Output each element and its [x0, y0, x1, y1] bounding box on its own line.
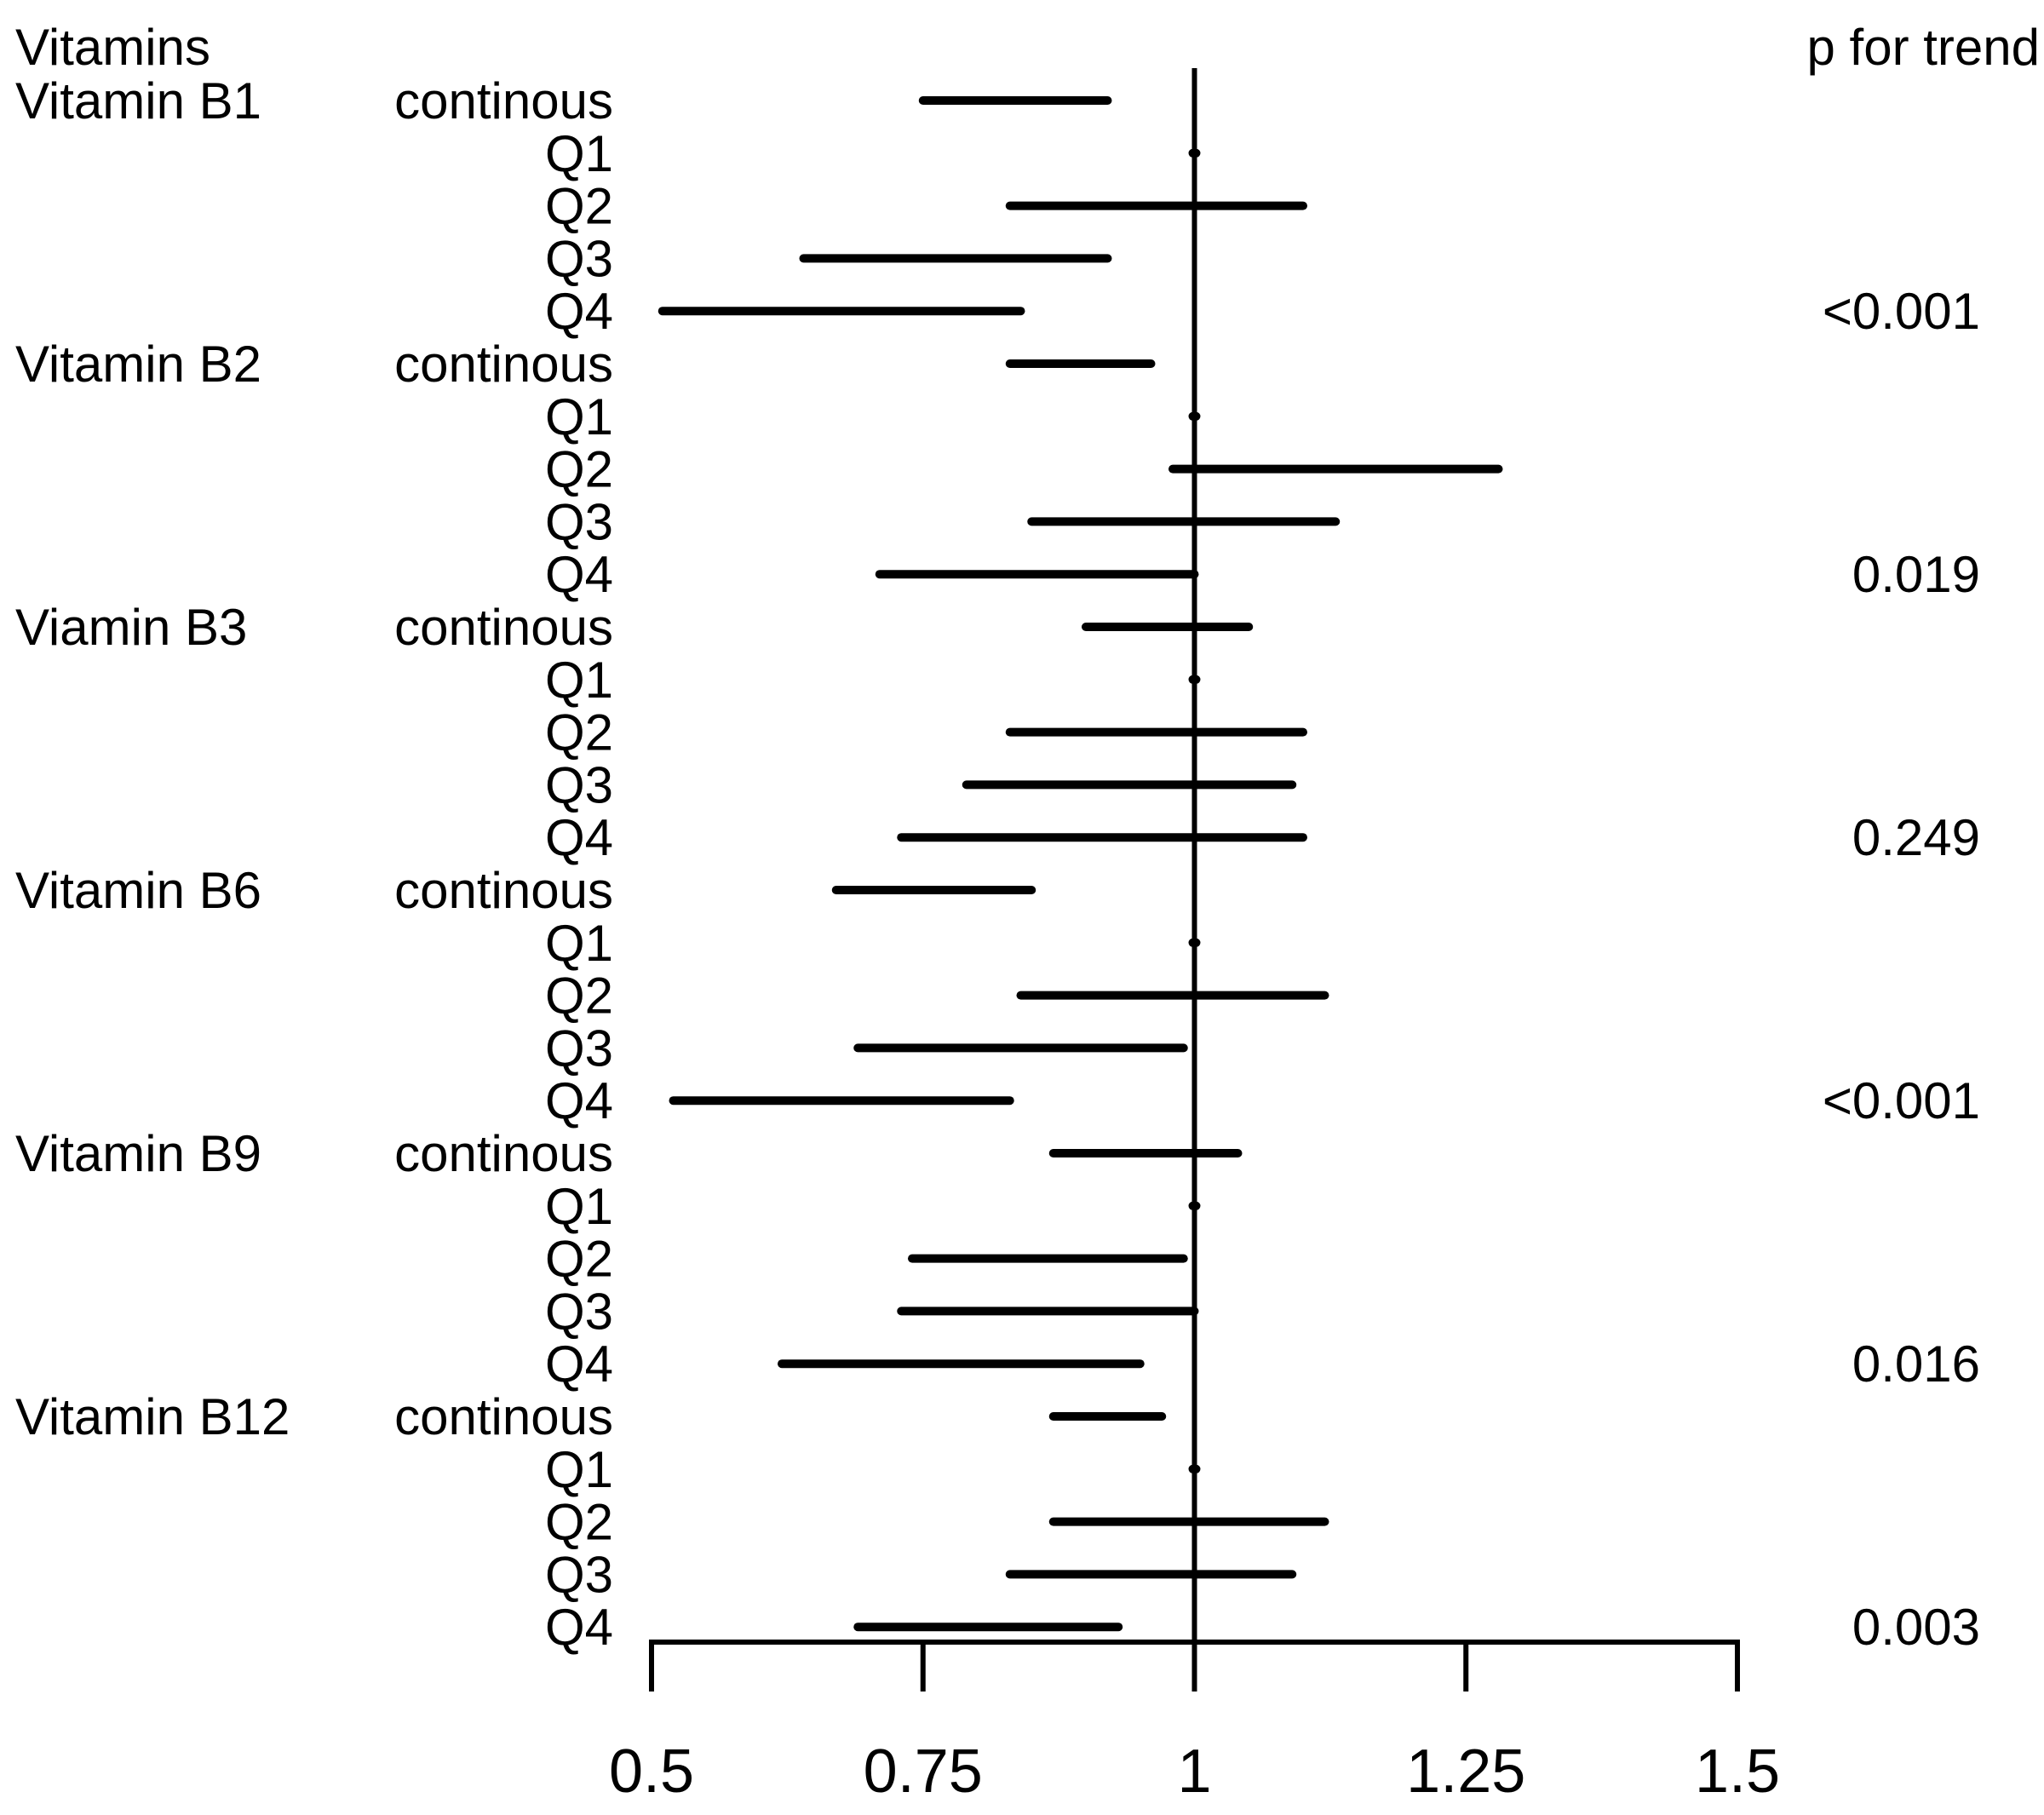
p-trend-value: 0.016 — [1852, 1335, 1980, 1393]
row-label: Q2 — [545, 178, 613, 235]
header-p-for-trend: p for trend — [1807, 19, 2041, 76]
x-axis: 0.5 0.75 1 1.25 1.5 — [609, 68, 1780, 1806]
row-label: Q1 — [545, 1178, 613, 1235]
row-label: Q2 — [545, 1231, 613, 1288]
row-label: Q1 — [545, 388, 613, 445]
p-trend-value: 0.249 — [1852, 809, 1980, 866]
row-label: continous — [394, 336, 613, 393]
p-trend-value: 0.019 — [1852, 546, 1980, 603]
row-label: continous — [394, 72, 613, 129]
header-vitamins: Vitamins — [15, 19, 210, 76]
row-label: Q2 — [545, 968, 613, 1025]
x-tick-label: 0.5 — [609, 1737, 694, 1806]
group-label: Vitamin B9 — [15, 1125, 261, 1182]
row-label: Q3 — [545, 493, 613, 550]
row-label: Q4 — [545, 1599, 613, 1656]
row-label: Q3 — [545, 1283, 613, 1340]
x-tick-label: 1.5 — [1695, 1737, 1780, 1806]
group-label: Vitamin B1 — [15, 72, 261, 129]
p-trend-value: <0.001 — [1823, 283, 1980, 340]
row-label: Q1 — [545, 652, 613, 709]
row-label: Q1 — [545, 915, 613, 972]
row-label: Q3 — [545, 756, 613, 813]
row-label: continous — [394, 1388, 613, 1445]
row-label: Q3 — [545, 1020, 613, 1077]
row-label: Q1 — [545, 1441, 613, 1498]
row-label: Q4 — [545, 283, 613, 340]
x-tick-label: 1 — [1177, 1737, 1211, 1806]
row-label: continous — [394, 1125, 613, 1182]
x-tick-label: 1.25 — [1406, 1737, 1525, 1806]
row-label: Q4 — [545, 546, 613, 603]
row-label: Q1 — [545, 125, 613, 182]
row-label: Q4 — [545, 1072, 613, 1129]
x-tick-label: 0.75 — [864, 1737, 983, 1806]
group-label: Vitamin B12 — [15, 1388, 290, 1445]
row-label: Q2 — [545, 441, 613, 498]
row-label: Q4 — [545, 1335, 613, 1393]
group-label: Vitamin B6 — [15, 862, 261, 919]
row-label: Q2 — [545, 704, 613, 761]
p-trend-value: <0.001 — [1823, 1072, 1980, 1129]
row-label: continous — [394, 599, 613, 656]
row-label: Q3 — [545, 1546, 613, 1603]
row-label: Q3 — [545, 230, 613, 287]
row-label: Q2 — [545, 1494, 613, 1551]
group-label: Vitamin B2 — [15, 336, 261, 393]
p-trend-value: 0.003 — [1852, 1599, 1980, 1656]
row-label: Q4 — [545, 809, 613, 866]
group-label: Viamin B3 — [15, 599, 247, 656]
row-label: continous — [394, 862, 613, 919]
